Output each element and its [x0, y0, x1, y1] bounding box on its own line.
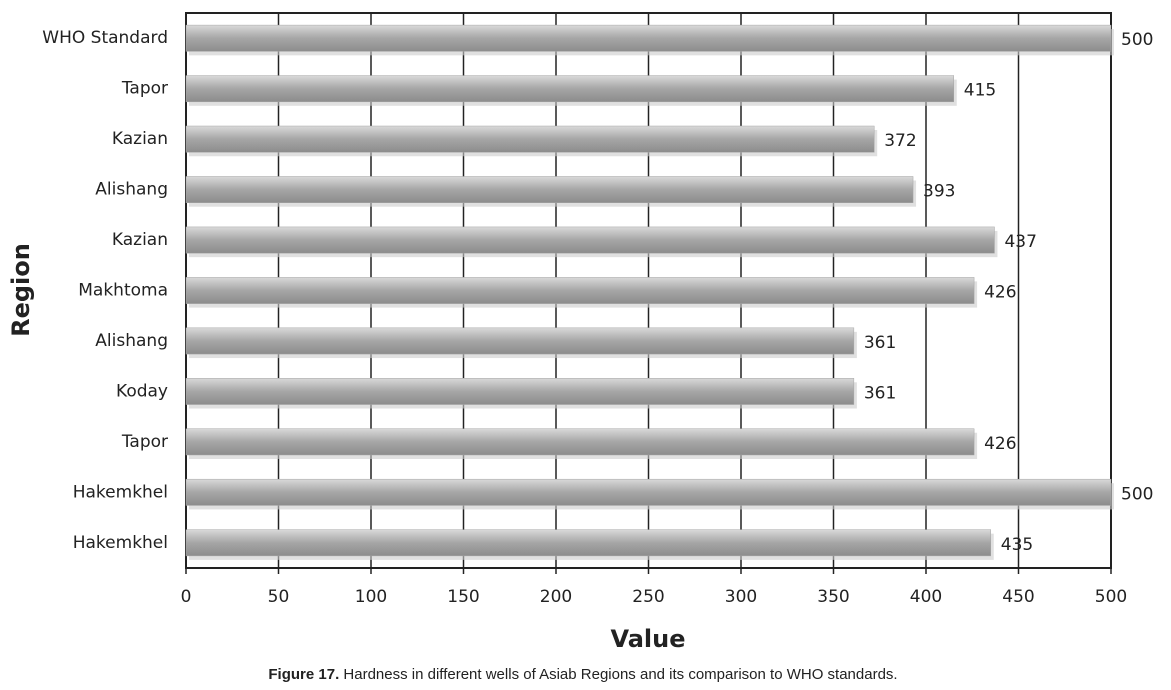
y-tick-label: Tapor [121, 79, 168, 99]
bar [185, 428, 975, 456]
x-tick-label: 400 [910, 587, 942, 607]
caption-text: Hardness in different wells of Asiab Reg… [343, 666, 897, 683]
value-label: 426 [984, 283, 1016, 303]
x-axis-title: Value [610, 625, 685, 653]
y-tick-label: Kazian [112, 230, 168, 250]
x-tick-label: 150 [447, 587, 479, 607]
value-label: 500 [1121, 484, 1153, 504]
bar [185, 529, 991, 557]
x-tick-label: 0 [181, 587, 192, 607]
bar [185, 226, 995, 254]
value-label: 426 [984, 434, 1016, 454]
x-tick-label: 50 [268, 587, 290, 607]
caption: Figure 17. Hardness in different wells o… [268, 666, 897, 683]
x-tick-label: 250 [632, 587, 664, 607]
y-tick-label: Hakemkhel [73, 482, 168, 502]
bar [185, 277, 975, 304]
y-tick-label: Alishang [95, 331, 168, 351]
y-tick-label: Kazian [112, 129, 168, 149]
y-tick-label: Tapor [121, 432, 168, 452]
x-tick-label: 100 [355, 587, 387, 607]
x-tick-label: 350 [817, 587, 849, 607]
value-label: 361 [864, 333, 896, 353]
x-tick-label: 300 [725, 587, 757, 607]
bar [185, 125, 875, 153]
x-tick-label: 200 [540, 587, 572, 607]
y-axis-title: Region [7, 243, 35, 337]
x-tick-label: 500 [1095, 587, 1127, 607]
x-tick-label: 450 [1002, 587, 1034, 607]
value-label: 437 [1004, 232, 1036, 252]
value-label: 372 [884, 131, 916, 151]
value-label: 361 [864, 383, 896, 403]
y-tick-label: Alishang [95, 180, 168, 200]
bar [185, 327, 855, 355]
value-label: 393 [923, 182, 955, 202]
value-label: 500 [1121, 30, 1153, 50]
value-label: 415 [964, 81, 996, 101]
y-tick-label: Hakemkhel [73, 533, 168, 553]
bar [185, 176, 914, 203]
bar [185, 75, 954, 103]
bar [185, 378, 855, 405]
value-label: 435 [1001, 535, 1033, 555]
bar [185, 478, 1112, 506]
y-tick-label: WHO Standard [42, 28, 168, 48]
caption-label: Figure 17. [268, 666, 339, 683]
bar [185, 24, 1112, 52]
y-tick-label: Makhtoma [78, 281, 168, 301]
plot-area: 0 50 100 150 200 250 300 350 400 450 500 WHO Standa… [42, 12, 1153, 607]
y-tick-label: Koday [116, 381, 168, 401]
